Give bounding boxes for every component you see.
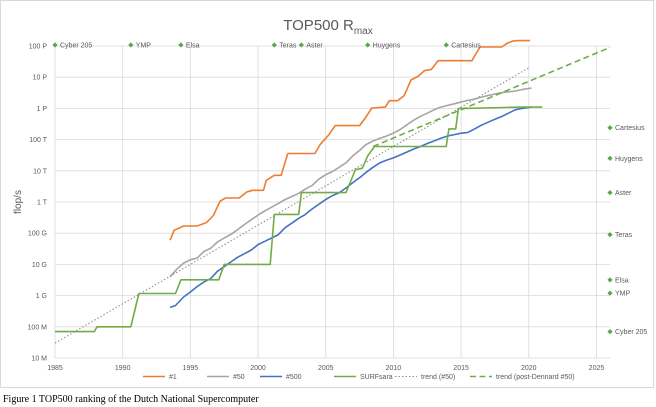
x-tick-label: 1995 (183, 365, 199, 372)
top500-chart: TOP500 Rmax flop/s 10 M 100 M 1 G 10 G 100 G… (13, 17, 647, 381)
top-marker-label: Teras (279, 43, 297, 50)
series-line-0 (169, 39, 531, 241)
y-tick-label: 100 M (28, 324, 48, 331)
chart-frame (0, 0, 654, 388)
legend-label: #50 (233, 374, 245, 381)
y-tick-label: 10 M (31, 356, 47, 363)
legend-label: SURFsara (360, 374, 393, 381)
x-tick-label: 2005 (318, 365, 334, 372)
top-marker-diamond (365, 42, 371, 48)
right-marker-diamond (607, 155, 613, 161)
right-marker-diamond (607, 290, 613, 296)
grid (54, 45, 610, 359)
top-marker-diamond (271, 42, 277, 48)
top-marker-label: Elsa (186, 43, 200, 50)
axes: 10 M 100 M 1 G 10 G 100 G 1 T 10 T 100 T 1 P 10 P… (28, 44, 605, 373)
x-tick-label: 2010 (386, 365, 402, 372)
top-marker-label: Cyber 205 (60, 43, 92, 50)
right-marker-diamond (607, 190, 613, 196)
y-tick-label: 1 T (37, 200, 48, 207)
y-tick-label: 10 T (33, 168, 48, 175)
right-marker-label: Teras (615, 232, 633, 239)
y-tick-label: 1 G (36, 293, 47, 300)
y-tick-label: 100 P (29, 44, 48, 51)
right-marker-label: Cyber 205 (615, 329, 647, 336)
legend: #1 #50 #500 SURFsara trend (#50) trend (post-… (143, 374, 575, 381)
right-marker-diamond (607, 277, 613, 283)
right-marker-label: Huygens (615, 156, 643, 163)
x-tick-label: 1990 (115, 365, 131, 372)
legend-label: trend (#50) (421, 374, 455, 381)
right-marker-diamond (607, 125, 613, 131)
y-tick-label: 100 G (28, 231, 47, 238)
right-marker-label: Aster (615, 190, 632, 197)
legend-label: #1 (169, 374, 177, 381)
top-marker-label: YMP (136, 43, 152, 50)
top-marker-diamond (128, 42, 134, 48)
series-lines (54, 39, 611, 344)
series-line-3 (55, 106, 543, 333)
right-marker-diamond (607, 232, 613, 238)
y-tick-label: 100 T (29, 137, 47, 144)
top-marker-label: Huygens (373, 43, 401, 50)
top-marker-diamond (443, 42, 449, 48)
series-line-4 (54, 67, 530, 344)
x-tick-label: 1985 (47, 365, 63, 372)
figure-caption: Figure 1 TOP500 ranking of the Dutch Nat… (3, 394, 259, 405)
right-marker-label: Elsa (615, 277, 629, 284)
x-tick-label: 2015 (453, 365, 469, 372)
x-tick-label: 2020 (521, 365, 537, 372)
top-marker-label: Cartesius (451, 43, 481, 50)
machine-markers: Cyber 205 YMP Elsa Teras Aster Huygens Cartesi… (52, 42, 647, 336)
chart-title-subscript: max (354, 26, 373, 37)
y-tick-label: 1 P (36, 106, 47, 113)
top-marker-diamond (52, 42, 58, 48)
y-tick-label: 10 P (33, 75, 48, 82)
top-marker-diamond (298, 42, 304, 48)
legend-label: trend (post-Dennard #50) (496, 374, 575, 381)
series-line-1 (169, 87, 532, 278)
x-tick-label: 2000 (250, 365, 266, 372)
top-marker-diamond (178, 42, 184, 48)
right-marker-label: YMP (615, 291, 631, 298)
y-tick-label: 10 G (32, 262, 47, 269)
chart-title: TOP500 Rmax (283, 17, 373, 37)
legend-label: #500 (286, 374, 302, 381)
x-tick-label: 2025 (589, 365, 605, 372)
series-line-2 (169, 106, 532, 309)
right-marker-diamond (607, 329, 613, 335)
top-marker-label: Aster (306, 43, 323, 50)
right-marker-label: Cartesius (615, 125, 645, 132)
y-axis-label: flop/s (13, 190, 24, 214)
series-line-5 (372, 46, 611, 148)
